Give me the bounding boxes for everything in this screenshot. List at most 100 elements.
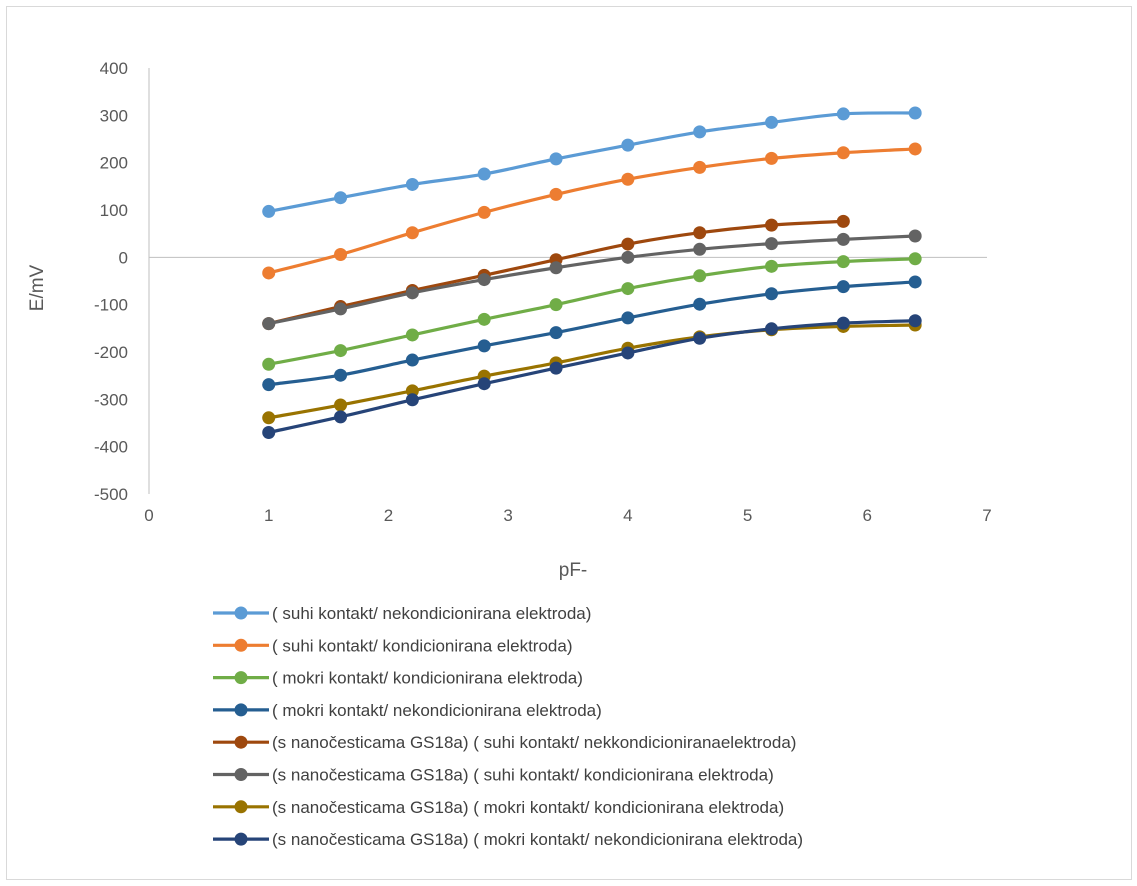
series-line bbox=[268, 257, 916, 366]
y-tick-label: 100 bbox=[100, 201, 128, 220]
y-tick-label: 0 bbox=[119, 248, 128, 267]
data-point bbox=[836, 255, 850, 269]
axes: 400 300 200 100 0 -100 -200 -300 -400 -500 0 1 2 3 4 5 6… bbox=[94, 59, 992, 525]
data-point bbox=[836, 146, 850, 160]
data-point bbox=[836, 107, 850, 121]
data-point bbox=[621, 250, 635, 264]
data-point bbox=[765, 151, 779, 165]
legend-marker-icon bbox=[234, 638, 248, 652]
data-point bbox=[621, 311, 635, 325]
legend-label: ( suhi kontakt/ kondicionirana elektroda… bbox=[272, 636, 573, 655]
chart-frame: 400 300 200 100 0 -100 -200 -300 -400 -500 0 1 2 3 4 5 6… bbox=[6, 6, 1132, 880]
legend-label: (s nanočesticama GS18a) ( mokri kontakt/… bbox=[272, 830, 803, 849]
legend-marker-icon bbox=[234, 703, 248, 717]
legend-marker-icon bbox=[234, 735, 248, 749]
series-1 bbox=[262, 106, 922, 218]
legend-label: ( mokri kontakt/ kondicionirana elektrod… bbox=[272, 669, 583, 688]
data-point bbox=[549, 298, 563, 312]
data-point bbox=[693, 297, 707, 311]
data-point bbox=[908, 252, 922, 266]
data-point bbox=[908, 142, 922, 156]
legend-item: (s nanočesticama GS18a) ( mokri kontakt/… bbox=[213, 798, 784, 817]
series-line bbox=[268, 111, 916, 213]
y-tick-label: -500 bbox=[94, 485, 128, 504]
data-point bbox=[908, 314, 922, 328]
series-4 bbox=[262, 275, 922, 392]
legend-marker-icon bbox=[234, 768, 248, 781]
data-point bbox=[405, 328, 419, 342]
x-tick-label: 6 bbox=[863, 506, 872, 525]
data-point bbox=[334, 398, 348, 412]
x-tick-label: 4 bbox=[623, 506, 632, 525]
data-point bbox=[908, 275, 922, 289]
data-point bbox=[765, 322, 779, 336]
legend: ( suhi kontakt/ nekondicionirana elektro… bbox=[213, 604, 803, 849]
data-point bbox=[405, 353, 419, 367]
data-point bbox=[405, 226, 419, 240]
data-point bbox=[334, 247, 348, 261]
data-point bbox=[477, 377, 491, 391]
data-point bbox=[262, 411, 276, 425]
data-point bbox=[262, 317, 276, 331]
data-point bbox=[405, 286, 419, 300]
x-tick-label: 5 bbox=[743, 506, 752, 525]
y-tick-label: -400 bbox=[94, 438, 128, 457]
legend-label: (s nanočesticama GS18a) ( mokri kontakt/… bbox=[272, 798, 784, 817]
data-point bbox=[334, 302, 348, 316]
series-8 bbox=[262, 314, 922, 439]
data-point bbox=[765, 115, 779, 129]
y-tick-label: 400 bbox=[100, 59, 128, 78]
data-point bbox=[836, 232, 850, 246]
data-point bbox=[621, 346, 635, 360]
x-tick-label: 7 bbox=[982, 506, 991, 525]
data-point bbox=[836, 280, 850, 294]
data-point bbox=[477, 312, 491, 326]
data-point bbox=[693, 160, 707, 174]
data-point bbox=[334, 191, 348, 205]
y-axis-title: E/mV bbox=[27, 264, 48, 311]
data-point bbox=[477, 167, 491, 181]
data-point bbox=[836, 214, 850, 228]
data-point bbox=[334, 410, 348, 424]
legend-label: (s nanočesticama GS18a) ( suhi kontakt/ … bbox=[272, 733, 796, 752]
legend-item: (s nanočesticama GS18a) ( suhi kontakt/ … bbox=[213, 766, 774, 785]
data-point bbox=[908, 229, 922, 243]
legend-marker-icon bbox=[234, 671, 248, 685]
series-line bbox=[268, 319, 916, 435]
series-line bbox=[268, 147, 916, 275]
line-chart: 400 300 200 100 0 -100 -200 -300 -400 -500 0 1 2 3 4 5 6… bbox=[27, 59, 992, 849]
series-2 bbox=[262, 142, 922, 280]
data-point bbox=[693, 226, 707, 240]
x-tick-label: 0 bbox=[144, 506, 153, 525]
data-point bbox=[836, 316, 850, 330]
data-point bbox=[334, 344, 348, 358]
data-point bbox=[262, 378, 276, 392]
legend-item: ( suhi kontakt/ nekondicionirana elektro… bbox=[213, 604, 591, 623]
data-point bbox=[693, 269, 707, 283]
series-line bbox=[268, 280, 916, 387]
series-line bbox=[268, 323, 916, 420]
data-point bbox=[334, 368, 348, 382]
legend-item: ( suhi kontakt/ kondicionirana elektroda… bbox=[213, 636, 573, 655]
data-point bbox=[549, 326, 563, 340]
data-point bbox=[477, 205, 491, 219]
legend-marker-icon bbox=[234, 832, 248, 846]
data-point bbox=[621, 138, 635, 152]
y-tick-label: -300 bbox=[94, 390, 128, 409]
x-tick-label: 1 bbox=[264, 506, 273, 525]
data-point bbox=[262, 266, 276, 280]
data-point bbox=[549, 187, 563, 201]
legend-marker-icon bbox=[234, 606, 248, 620]
data-point bbox=[262, 204, 276, 218]
data-point bbox=[621, 172, 635, 186]
legend-item: ( mokri kontakt/ nekondicionirana elektr… bbox=[213, 701, 602, 720]
y-tick-label: 300 bbox=[100, 106, 128, 125]
data-point bbox=[477, 273, 491, 287]
x-tick-label: 3 bbox=[503, 506, 512, 525]
legend-marker-icon bbox=[234, 800, 248, 814]
data-point bbox=[621, 282, 635, 296]
data-point bbox=[765, 218, 779, 232]
data-point bbox=[405, 393, 419, 407]
data-point bbox=[549, 261, 563, 275]
x-axis-title: pF- bbox=[559, 560, 588, 581]
